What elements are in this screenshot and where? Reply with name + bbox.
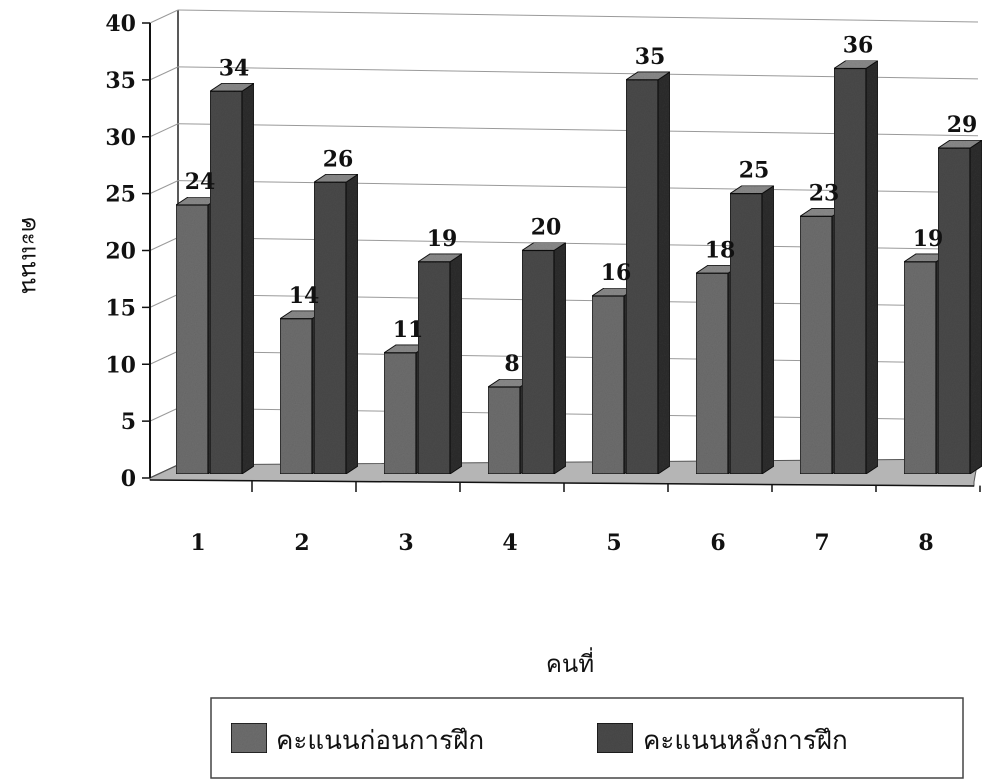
data-label-after: 34 bbox=[219, 55, 250, 81]
data-label-before: 11 bbox=[393, 317, 424, 343]
bar-before bbox=[798, 207, 846, 475]
gridline-side bbox=[149, 293, 179, 308]
legend-label-before: คะแนนก่อนการฝึก bbox=[276, 726, 484, 756]
data-label-before: 8 bbox=[504, 351, 519, 377]
y-tick-label: 35 bbox=[105, 68, 136, 94]
gridline-side bbox=[149, 9, 179, 24]
gridline bbox=[177, 9, 979, 23]
x-axis-line bbox=[149, 479, 975, 487]
data-label-after: 36 bbox=[843, 33, 874, 59]
bar-after bbox=[312, 173, 360, 475]
x-axis-title: คนที่ bbox=[546, 647, 594, 678]
bar-after bbox=[624, 70, 672, 475]
legend-swatch-before bbox=[230, 722, 268, 754]
bar-after bbox=[208, 82, 256, 475]
data-label-before: 18 bbox=[705, 237, 736, 263]
y-tick-label: 5 bbox=[121, 409, 136, 435]
data-label-after: 19 bbox=[427, 226, 458, 252]
bar-after bbox=[832, 59, 880, 475]
bar-after bbox=[416, 252, 464, 475]
data-label-before: 14 bbox=[289, 283, 320, 309]
data-label-after: 35 bbox=[635, 44, 666, 70]
data-label-before: 24 bbox=[185, 169, 216, 195]
x-tick-label: 2 bbox=[294, 530, 309, 556]
gridline-side bbox=[149, 350, 179, 365]
data-label-before: 19 bbox=[913, 226, 944, 252]
y-tick-label: 20 bbox=[105, 239, 136, 265]
x-tick-label: 3 bbox=[398, 530, 413, 556]
legend-label-after: คะแนนหลังการฝึก bbox=[643, 726, 848, 756]
data-label-before: 23 bbox=[809, 180, 840, 206]
y-tick-label: 10 bbox=[105, 352, 136, 378]
gridline-side bbox=[149, 180, 179, 195]
x-tick-label: 5 bbox=[606, 530, 621, 556]
y-tick-label: 15 bbox=[105, 295, 136, 321]
gridline-side bbox=[149, 66, 179, 81]
bar-after bbox=[936, 139, 984, 475]
gridline-side bbox=[149, 123, 179, 138]
y-tick-label: 25 bbox=[105, 182, 136, 208]
y-tick-label: 40 bbox=[105, 11, 136, 37]
y-tick-label: 30 bbox=[105, 125, 136, 151]
legend-swatch-after bbox=[596, 722, 634, 754]
y-axis-title: คะแนน bbox=[16, 216, 44, 293]
x-tick-label: 4 bbox=[502, 530, 517, 556]
data-label-after: 26 bbox=[323, 146, 354, 172]
x-tick-label: 8 bbox=[918, 530, 933, 556]
x-tick-label: 6 bbox=[710, 530, 725, 556]
y-tick-label: 0 bbox=[121, 466, 136, 492]
gridline-side bbox=[149, 407, 179, 422]
data-labels: 24 34 14 26 11 19 8 20 16 35 18 25 23 36 19 29 bbox=[185, 33, 978, 378]
data-label-after: 25 bbox=[739, 158, 770, 184]
x-tick-label: 1 bbox=[190, 530, 205, 556]
bars bbox=[174, 59, 984, 475]
legend-frame bbox=[210, 697, 964, 779]
bar-after bbox=[728, 184, 776, 475]
data-label-after: 29 bbox=[947, 112, 978, 138]
data-label-after: 20 bbox=[531, 215, 562, 241]
bar-after bbox=[520, 241, 568, 475]
gridline-side bbox=[149, 237, 179, 251]
legend: คะแนนก่อนการฝึก คะแนนหลังการฝึก bbox=[210, 697, 964, 779]
data-label-before: 16 bbox=[601, 260, 632, 286]
x-tick-label: 7 bbox=[814, 530, 829, 556]
